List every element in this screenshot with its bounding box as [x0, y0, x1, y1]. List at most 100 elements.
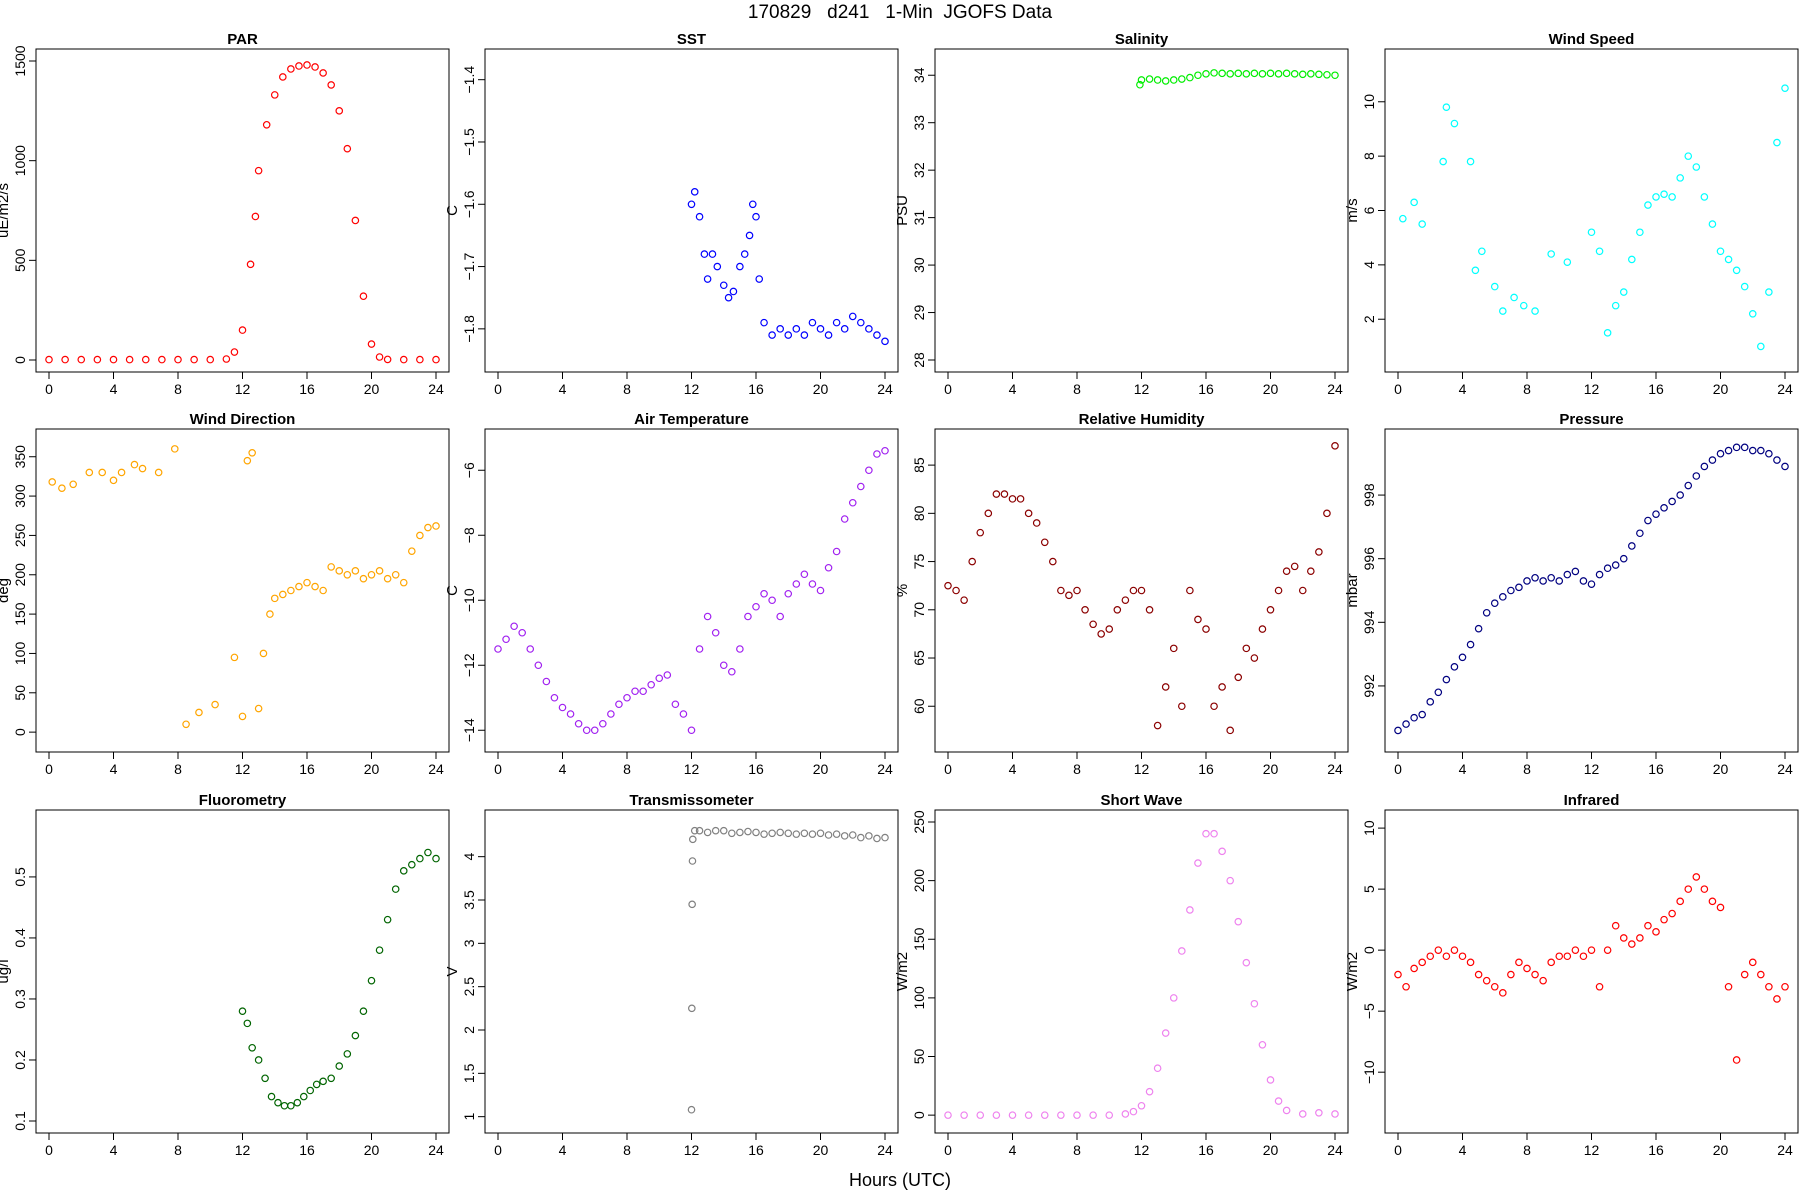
data-point [1331, 442, 1339, 450]
y-tick-label: 80 [911, 505, 927, 521]
data-point [1466, 958, 1475, 967]
data-point [690, 188, 699, 196]
data-point [768, 596, 776, 605]
data-point [703, 275, 712, 283]
x-tick-label: 8 [174, 381, 182, 397]
x-tick-label: 0 [494, 761, 502, 777]
data-point [1740, 443, 1749, 452]
x-tick-label: 12 [684, 381, 700, 397]
data-point [688, 857, 697, 865]
y-tick-label: 996 [1361, 547, 1377, 571]
x-tick-label: 12 [1584, 381, 1600, 397]
data-point [800, 829, 809, 838]
data-point [865, 832, 873, 840]
data-point [1611, 561, 1620, 569]
x-tick-label: 12 [1584, 1142, 1600, 1158]
y-tick-label: 250 [911, 810, 927, 834]
data-point [335, 567, 344, 575]
data-point [1482, 608, 1491, 617]
data-point [1282, 69, 1291, 78]
data-point [728, 829, 736, 838]
data-point [873, 834, 881, 843]
data-point [1266, 69, 1275, 78]
data-point [416, 531, 424, 540]
data-point [719, 661, 728, 670]
data-point [808, 318, 817, 327]
data-point [1186, 73, 1194, 82]
x-tick-label: 8 [1073, 761, 1081, 777]
data-point [792, 580, 801, 588]
data-point [655, 674, 664, 683]
data-point [1161, 683, 1170, 691]
y-tick-label: 2.5 [461, 977, 477, 997]
x-tick-label: 24 [877, 381, 893, 397]
data-point [1628, 940, 1636, 948]
data-point [1603, 564, 1612, 573]
x-tick-label: 12 [1134, 761, 1150, 777]
data-point [1466, 640, 1475, 649]
x-tick-label: 0 [494, 381, 502, 397]
y-tick-label: 200 [911, 869, 927, 893]
data-point [1226, 876, 1234, 885]
data-point [992, 490, 1001, 498]
y-tick-label: 250 [12, 524, 28, 548]
data-point [141, 355, 150, 364]
data-point [311, 582, 319, 591]
data-point [1781, 982, 1789, 991]
data-point [351, 216, 360, 225]
data-point [303, 578, 311, 587]
data-point [367, 976, 376, 985]
data-point [1298, 1110, 1307, 1118]
data-point [700, 250, 709, 258]
y-tick-label: 28 [911, 352, 927, 368]
data-point [1169, 644, 1178, 653]
data-point [1097, 630, 1105, 638]
data-point [1519, 301, 1528, 310]
data-point [93, 355, 102, 364]
data-point [1587, 946, 1596, 954]
data-point [1129, 586, 1138, 595]
data-point [1507, 586, 1515, 595]
data-point [776, 612, 784, 621]
x-tick-label: 16 [299, 381, 315, 397]
data-point [1490, 599, 1499, 608]
data-point [784, 331, 793, 339]
panel-title: Fluorometry [199, 792, 287, 809]
x-tick-label: 12 [235, 761, 251, 777]
y-tick-label: 500 [12, 248, 28, 272]
plot-frame [1384, 809, 1799, 1134]
data-point [243, 1019, 252, 1028]
data-point [211, 700, 219, 709]
data-point [881, 337, 889, 346]
x-tick-label: 0 [1394, 761, 1402, 777]
data-point [1757, 342, 1765, 351]
x-tick-label: 0 [1394, 1142, 1402, 1158]
data-point [138, 464, 147, 473]
data-point [1644, 921, 1652, 930]
panel-title: Relative Humidity [1079, 411, 1206, 428]
y-axis-label: m/s [1344, 198, 1361, 222]
data-point [881, 833, 889, 842]
data-point [1145, 1087, 1154, 1096]
data-point [61, 355, 69, 364]
plot-frame [1384, 48, 1799, 373]
data-point [1105, 1111, 1114, 1119]
data-point [1210, 69, 1218, 77]
data-point [1121, 596, 1130, 604]
y-tick-label: −10 [461, 588, 477, 612]
data-point [1242, 644, 1251, 653]
data-point [1724, 982, 1733, 991]
data-point [1748, 309, 1757, 318]
data-point [1757, 446, 1765, 455]
data-point [857, 482, 865, 491]
data-point [1660, 503, 1668, 512]
data-point [1676, 174, 1684, 182]
x-tick-label: 24 [877, 1142, 893, 1158]
data-point [688, 900, 696, 909]
data-point [1603, 329, 1612, 337]
data-point [1178, 75, 1186, 83]
data-point [125, 355, 134, 364]
x-tick-label: 12 [1134, 381, 1150, 397]
